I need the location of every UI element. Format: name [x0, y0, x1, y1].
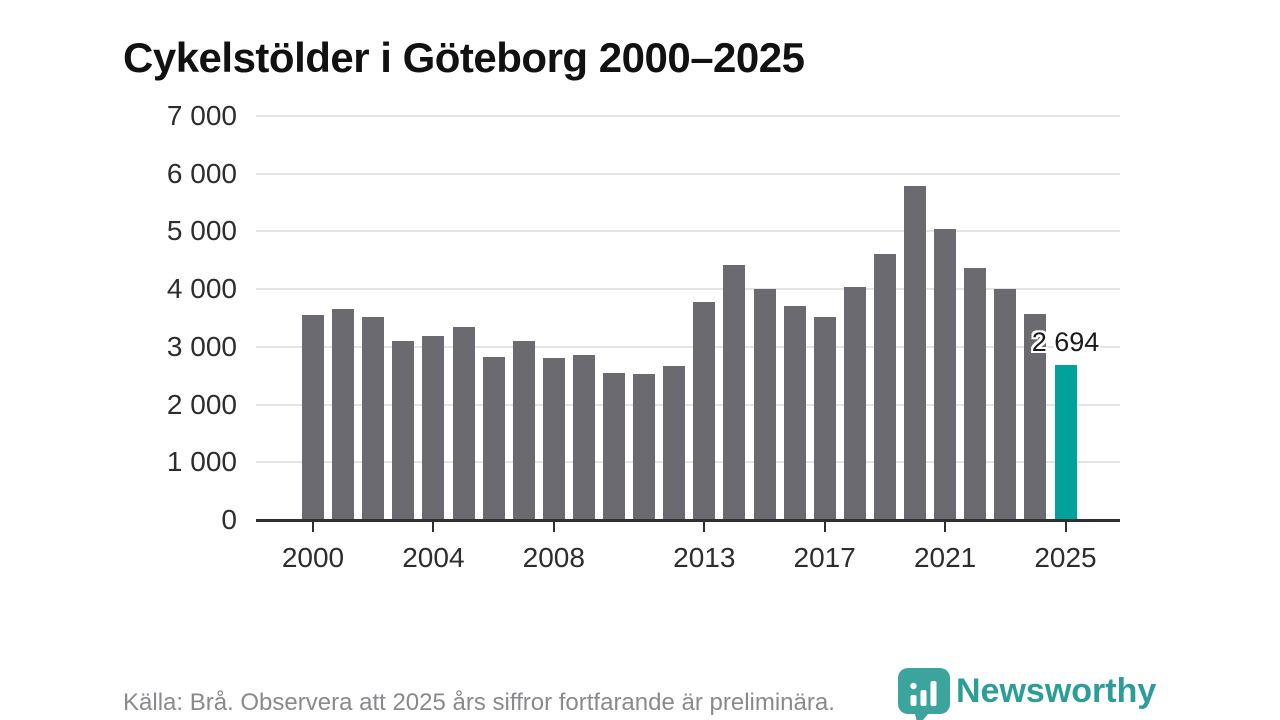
x-tick-2013 [703, 522, 706, 532]
bar-2022 [964, 267, 987, 520]
x-axis-label-2025: 2025 [1034, 542, 1097, 573]
x-tick-2008 [552, 522, 555, 532]
y-axis-label-4000: 4 000 [166, 273, 237, 305]
y-axis-label-7000: 7 000 [166, 100, 237, 131]
bar-2025 [1054, 364, 1077, 520]
chart-title: Cykelstölder i Göteborg 2000–2025 [123, 34, 805, 82]
bar-2010 [603, 373, 625, 520]
bar-2017 [813, 316, 836, 520]
bar-2007 [512, 340, 535, 520]
gridline-6000 [256, 172, 1120, 175]
x-tick-2021 [944, 522, 947, 532]
highlight-value-label: 2 694 [1031, 326, 1100, 357]
y-axis-label-6000: 6 000 [166, 157, 237, 189]
newsworthy-wordmark: Newsworthy [956, 672, 1157, 710]
x-axis-label-2017: 2017 [793, 542, 856, 573]
y-axis-label-1000: 1 000 [166, 446, 237, 478]
bar-2002 [362, 317, 385, 520]
bar-2019 [873, 253, 896, 520]
newsworthy-bubble-chart-icon [898, 668, 950, 720]
x-axis-label-2008: 2008 [522, 542, 585, 573]
y-axis-label-5000: 5 000 [166, 215, 237, 247]
bar-2012 [663, 365, 686, 520]
bar-2020 [904, 185, 926, 520]
bar-2008 [542, 357, 565, 520]
gridline-3000 [256, 345, 1120, 348]
bar-2005 [452, 327, 475, 520]
gridline-1000 [256, 461, 1120, 464]
x-axis-label-2004: 2004 [402, 542, 465, 573]
x-tick-2000 [312, 522, 314, 532]
bar-2013 [693, 302, 716, 520]
bar-2014 [723, 265, 746, 520]
bar-2003 [392, 340, 415, 520]
y-axis-label-2000: 2 000 [166, 388, 237, 420]
gridline-7000 [256, 115, 1120, 117]
bar-2011 [633, 373, 656, 520]
bar-2000 [302, 314, 324, 520]
x-tick-2025 [1064, 522, 1067, 532]
bar-2016 [783, 305, 806, 520]
bar-2024 [1024, 313, 1047, 520]
x-axis-label-2013: 2013 [673, 542, 736, 573]
x-tick-2017 [823, 522, 826, 532]
bar-2015 [753, 288, 776, 520]
bar-2004 [422, 336, 445, 520]
gridline-4000 [256, 288, 1120, 291]
bar-2001 [332, 308, 355, 520]
x-axis-label-2021: 2021 [913, 542, 977, 573]
bar-2023 [994, 289, 1017, 520]
bar-2006 [482, 356, 505, 520]
source-note: Källa: Brå. Observera att 2025 års siffr… [123, 689, 835, 716]
gridline-2000 [256, 403, 1120, 406]
bar-2018 [843, 286, 866, 520]
x-axis-line [256, 519, 1120, 522]
bar-2009 [572, 354, 595, 520]
x-tick-2004 [432, 522, 435, 532]
x-axis-label-2000: 2000 [281, 542, 345, 573]
bar-2021 [934, 229, 957, 520]
gridline-5000 [256, 230, 1120, 233]
y-axis-label-0: 0 [221, 504, 237, 535]
newsworthy-logo: Newsworthy [898, 666, 1168, 720]
y-axis-label-3000: 3 000 [166, 330, 237, 362]
